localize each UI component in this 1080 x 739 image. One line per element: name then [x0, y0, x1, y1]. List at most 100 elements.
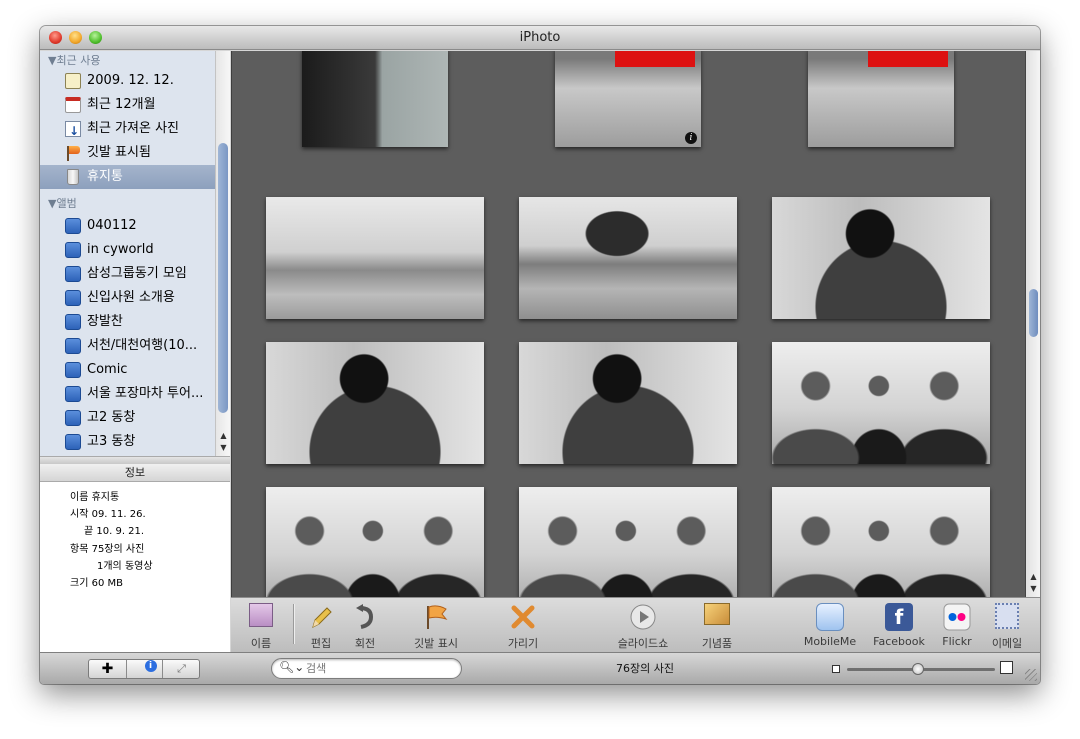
zoom-in-icon[interactable]: [1000, 661, 1013, 674]
search-icon[interactable]: 🔍︎⌄: [279, 660, 305, 674]
sidebar-item-event[interactable]: 2009. 12. 12.: [40, 69, 215, 93]
albums-section-header[interactable]: ▼앨범: [48, 197, 77, 210]
sidebar-controls: ✚ i ⤢: [88, 659, 200, 679]
status-bar: ✚ i ⤢ 🔍︎⌄ 76장의 사진: [40, 652, 1040, 684]
flag-button[interactable]: 깃발 표시: [401, 601, 471, 651]
sidebar-item-label: 신입사원 소개용: [87, 290, 175, 305]
photo-thumbnail[interactable]: [772, 487, 990, 597]
sidebar-item-album[interactable]: 신입사원 소개용: [40, 286, 215, 310]
photo-count: 76장의 사진: [616, 662, 674, 675]
info-pane: 이름 휴지통 시작 09. 11. 26. 끝 10. 9. 21. 항목 75…: [40, 482, 230, 652]
photo-thumbnail[interactable]: [519, 197, 737, 319]
sidebar-scrollbar[interactable]: ▲ ▼: [215, 51, 230, 456]
facebook-button[interactable]: f Facebook: [873, 603, 925, 648]
photo-thumbnail[interactable]: [266, 342, 484, 464]
sidebar-item-trash[interactable]: 휴지통: [40, 165, 215, 189]
edit-button[interactable]: 편집: [301, 601, 341, 651]
zoom-window-button[interactable]: [89, 31, 102, 44]
fullscreen-button[interactable]: ⤢: [177, 662, 186, 675]
sidebar-item-label: 최근 12개월: [87, 97, 156, 112]
scroll-up-arrow-icon[interactable]: ▲: [1030, 572, 1037, 581]
title-bar: iPhoto: [40, 26, 1040, 50]
rotate-button[interactable]: 회전: [345, 601, 385, 651]
photo-thumbnail[interactable]: [519, 487, 737, 597]
photo-scroll-thumb[interactable]: [1029, 289, 1038, 337]
sidebar-item-album[interactable]: Comic: [40, 358, 215, 382]
album-icon: [65, 386, 81, 402]
scroll-down-arrow-icon[interactable]: ▼: [1030, 584, 1037, 593]
facebook-icon: f: [885, 603, 913, 631]
pencil-icon: [312, 607, 332, 628]
search-input[interactable]: [306, 661, 456, 676]
album-icon: [65, 434, 81, 450]
flickr-button[interactable]: Flickr: [935, 601, 979, 651]
sidebar-item-album[interactable]: 040112: [40, 214, 215, 238]
keepsakes-button[interactable]: 기념품: [689, 601, 745, 651]
sidebar-item-album[interactable]: 서천/대천여행(10...: [40, 334, 215, 358]
sidebar-item-album[interactable]: in cyworld: [40, 238, 215, 262]
photo-thumbnail[interactable]: [772, 197, 990, 319]
photo-thumbnail[interactable]: [772, 342, 990, 464]
album-icon: [65, 242, 81, 258]
photo-thumbnail[interactable]: [302, 51, 448, 147]
sidebar-item-album[interactable]: 서울 포장마차 투어...: [40, 382, 215, 406]
sidebar-item-album[interactable]: 고3 동창: [40, 430, 215, 454]
sidebar-item-last-12-months[interactable]: 최근 12개월: [40, 93, 215, 117]
album-icon: [65, 218, 81, 234]
sidebar-item-label: Comic: [87, 362, 128, 377]
source-list: ▼최근 사용 2009. 12. 12. 최근 12개월 최근 가져온 사진 깃…: [40, 51, 230, 456]
sidebar-item-last-import[interactable]: 최근 가져온 사진: [40, 117, 215, 143]
email-button[interactable]: 이메일: [985, 601, 1029, 651]
scroll-down-arrow-icon[interactable]: ▼: [220, 443, 227, 452]
trash-icon: [67, 169, 79, 185]
minimize-window-button[interactable]: [69, 31, 82, 44]
info-end-date: 끝 10. 9. 21.: [84, 526, 145, 537]
info-size: 크기 60 MB: [70, 578, 123, 589]
slideshow-button[interactable]: 슬라이드쇼: [611, 601, 675, 651]
sidebar-item-album[interactable]: 장발찬: [40, 310, 215, 334]
photo-thumbnail[interactable]: [266, 487, 484, 597]
album-icon: [65, 314, 81, 330]
close-window-button[interactable]: [49, 31, 62, 44]
window-title: iPhoto: [519, 30, 561, 45]
zoom-out-icon[interactable]: [832, 665, 840, 673]
photo-thumbnail[interactable]: [808, 51, 954, 147]
album-icon: [65, 266, 81, 282]
info-badge-icon[interactable]: i: [685, 132, 697, 144]
resize-grip[interactable]: [1025, 669, 1037, 681]
sidebar-item-flagged[interactable]: 깃발 표시됨: [40, 141, 215, 165]
sidebar-item-album[interactable]: 삼성그룹동기 모임: [40, 262, 215, 286]
sidebar-splitter[interactable]: [40, 456, 230, 464]
bottom-toolbar: 이름 편집 회전 깃발 표시 가리기 슬라이드쇼 기념품 Mobil: [231, 597, 1040, 652]
toolbar-separator: [293, 604, 294, 644]
info-pane-title[interactable]: 정보: [40, 464, 230, 482]
mobileme-button[interactable]: MobileMe: [801, 601, 859, 651]
zoom-slider-knob[interactable]: [912, 663, 924, 675]
album-icon: [65, 290, 81, 306]
flag-icon: [65, 145, 81, 161]
sidebar-scroll-thumb[interactable]: [218, 143, 228, 413]
sidebar-item-album[interactable]: 고2 동창: [40, 406, 215, 430]
info-button[interactable]: i: [126, 660, 163, 678]
import-icon: [65, 119, 81, 143]
photo-scrollbar[interactable]: ▲ ▼: [1025, 51, 1040, 597]
play-icon: [630, 604, 656, 630]
sidebar-item-label: 서천/대천여행(10...: [87, 338, 198, 353]
add-button[interactable]: ✚: [101, 661, 114, 677]
sidebar-item-label: 장발찬: [87, 314, 123, 329]
search-field[interactable]: 🔍︎⌄: [271, 658, 462, 679]
flag-icon: [427, 605, 448, 629]
hide-button[interactable]: 가리기: [493, 601, 553, 651]
hide-x-icon: [511, 605, 535, 629]
photo-thumbnail[interactable]: [519, 342, 737, 464]
scroll-up-arrow-icon[interactable]: ▲: [220, 431, 227, 440]
flickr-icon: [943, 603, 971, 631]
name-button[interactable]: 이름: [241, 601, 281, 651]
sidebar-item-label: 서울 포장마차 투어...: [87, 386, 204, 401]
recent-section-header[interactable]: ▼최근 사용: [48, 54, 101, 67]
album-icon: [65, 338, 81, 354]
photo-thumbnail[interactable]: [266, 197, 484, 319]
sidebar-item-label: 040112: [87, 218, 137, 233]
info-icon: i: [144, 660, 157, 672]
photo-thumbnail[interactable]: i: [555, 51, 701, 147]
